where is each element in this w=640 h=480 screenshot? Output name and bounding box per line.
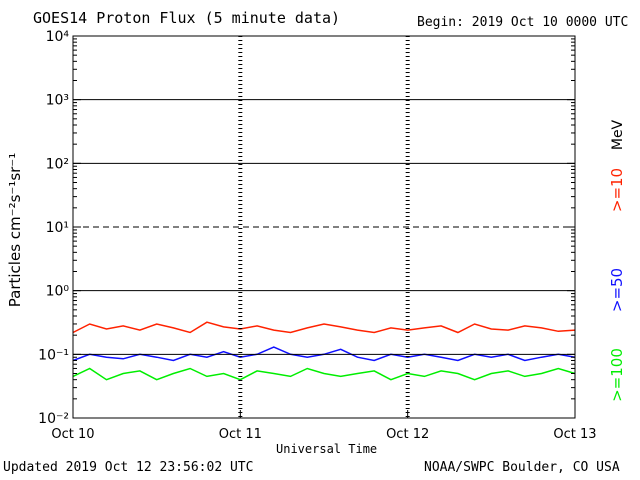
x-axis-label: Universal Time — [276, 442, 378, 456]
y-axis-label: Particles cm⁻²s⁻¹sr⁻¹ — [6, 153, 24, 307]
y-tick-label-3: 10¹ — [46, 220, 69, 236]
legend-entry-2: >=100 — [608, 348, 626, 402]
begin-time: Begin: 2019 Oct 10 0000 UTC — [417, 15, 629, 30]
chart-title: GOES14 Proton Flux (5 minute data) — [33, 9, 341, 27]
legend-unit: MeV — [610, 119, 626, 150]
series-line-1 — [72, 346, 576, 362]
y-tick-label-4: 10² — [46, 156, 69, 172]
legend-entry-0: >=10 — [608, 168, 626, 212]
y-tick-label-6: 10⁴ — [46, 29, 70, 45]
updated-timestamp: Updated 2019 Oct 12 23:56:02 UTC — [3, 460, 254, 475]
series-line-2 — [72, 367, 576, 381]
x-tick-label-1: Oct 11 — [219, 427, 262, 442]
y-tick-label-2: 10⁰ — [46, 284, 70, 300]
y-tick-label-1: 10⁻¹ — [38, 347, 69, 363]
y-tick-label-0: 10⁻² — [38, 411, 69, 427]
series-line-0 — [72, 321, 576, 334]
legend-entry-1: >=50 — [608, 268, 626, 312]
x-tick-label-0: Oct 10 — [51, 427, 94, 442]
credit-text: NOAA/SWPC Boulder, CO USA — [424, 460, 620, 475]
x-tick-label-3: Oct 13 — [553, 427, 596, 442]
y-tick-label-5: 10³ — [46, 93, 69, 109]
x-tick-label-2: Oct 12 — [386, 427, 429, 442]
